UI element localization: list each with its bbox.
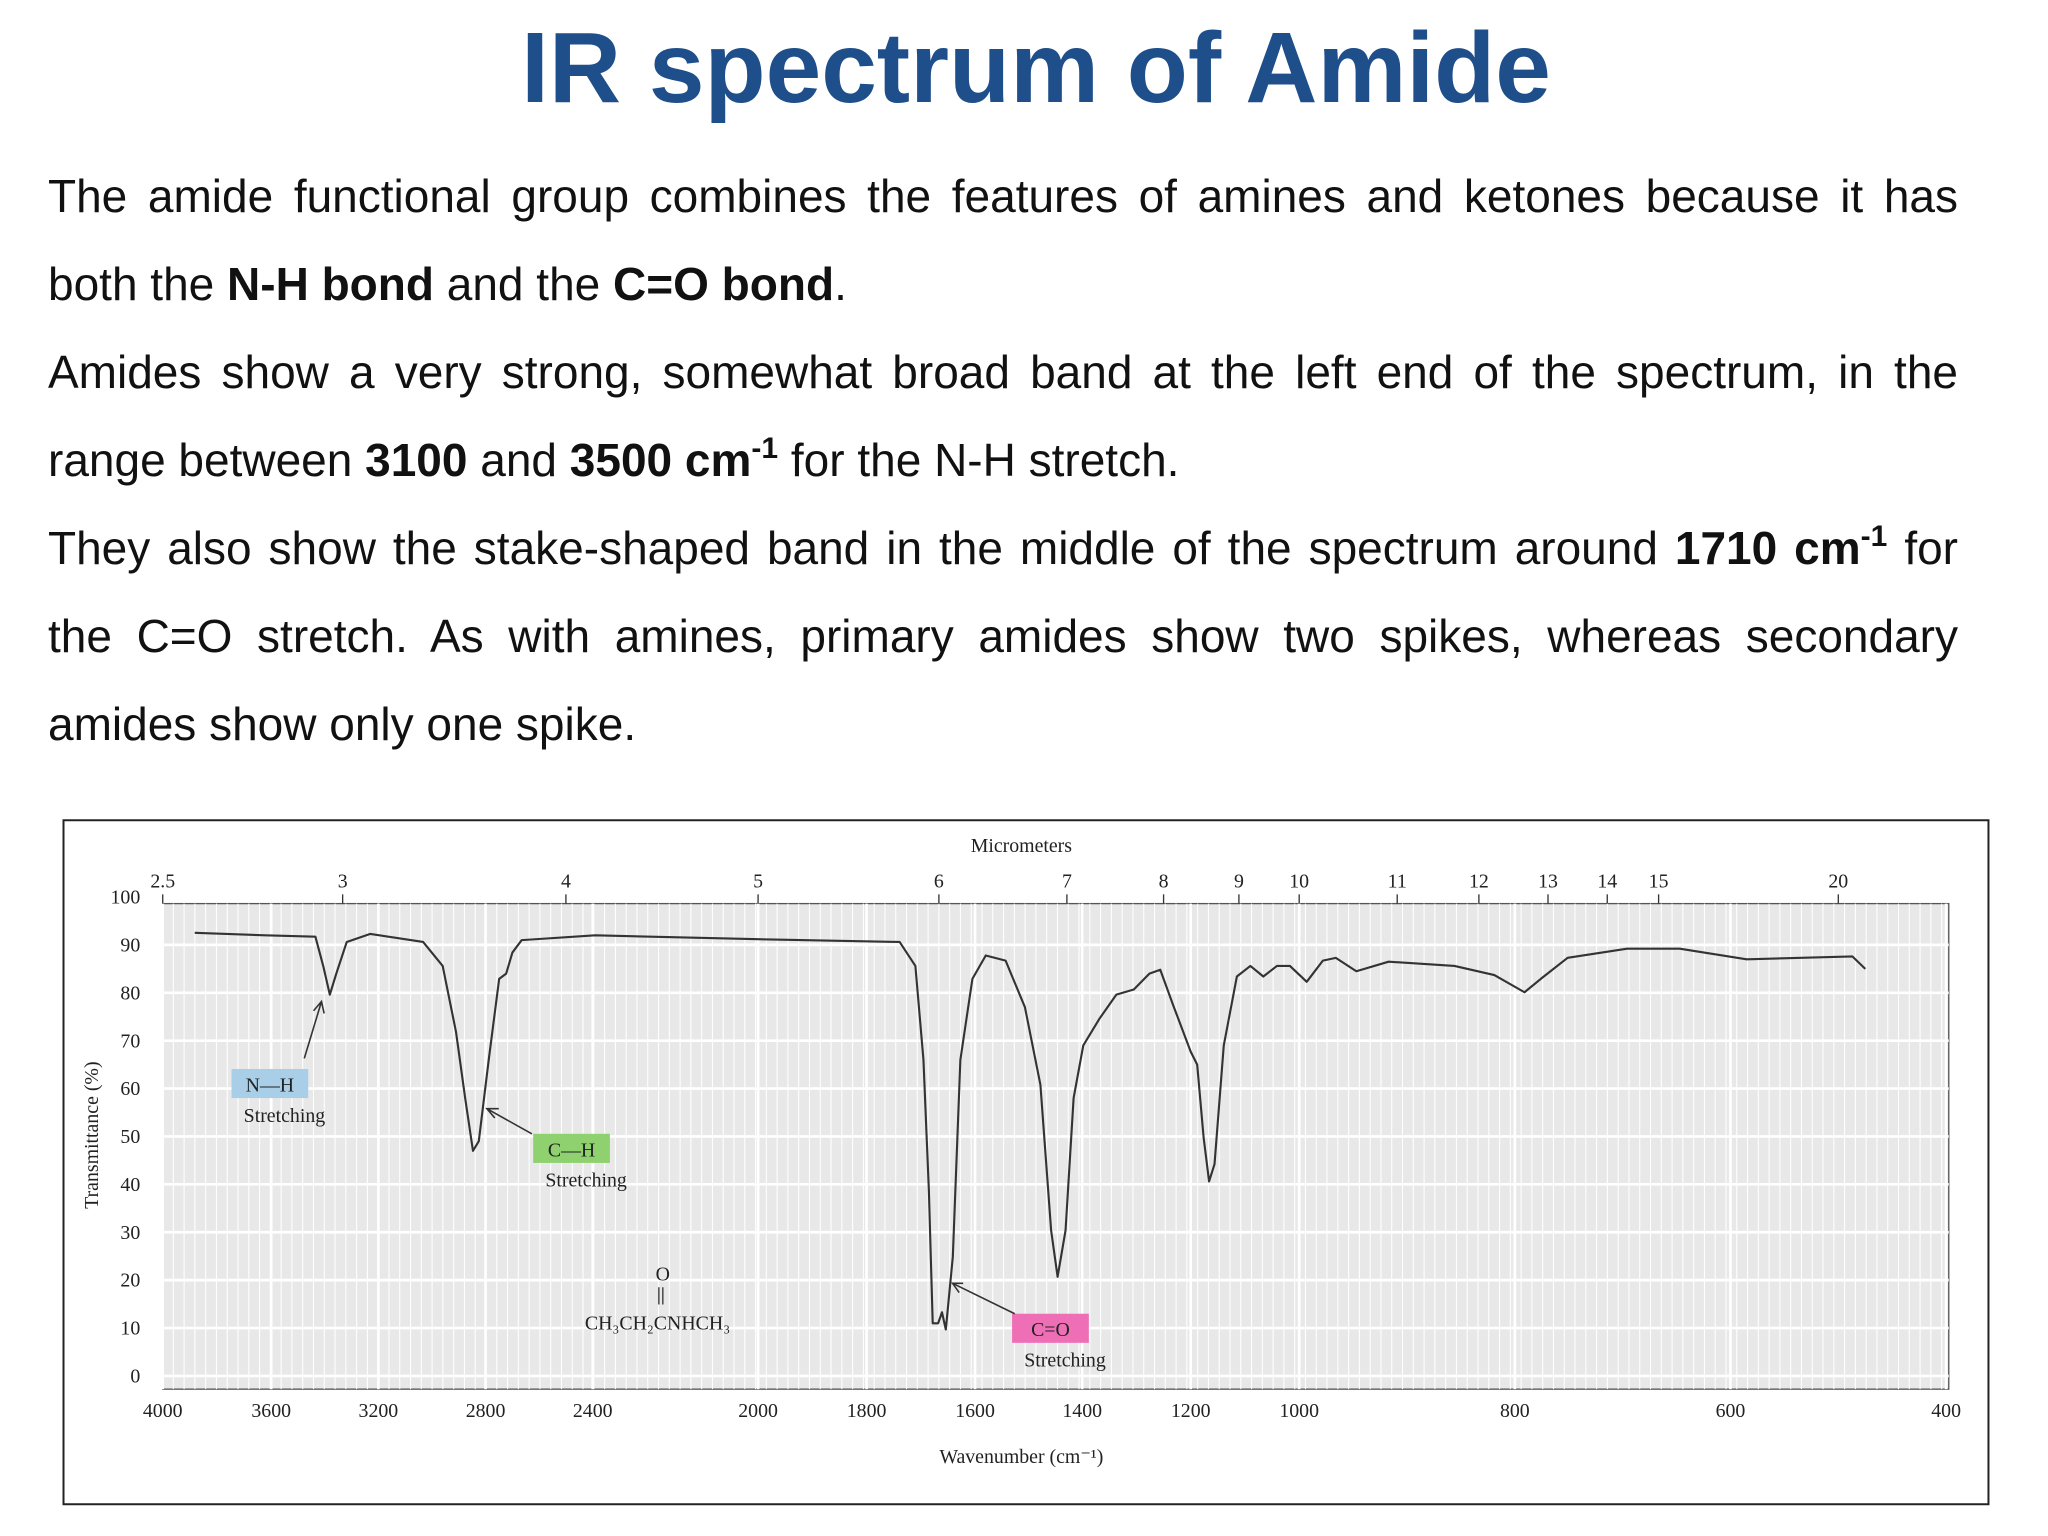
x2-tick-label: 13 [1538, 871, 1558, 893]
arrow [303, 999, 325, 1059]
x2-tick-label: 8 [1159, 871, 1169, 893]
y-tick-label: 60 [120, 1078, 140, 1100]
y-tick-label: 50 [120, 1126, 140, 1148]
text-run: 1710 cm [1674, 522, 1861, 574]
text-run: and the [433, 258, 614, 310]
paragraph: Amides show a very strong, somewhat broa… [48, 328, 1958, 504]
x2-tick-label: 15 [1649, 871, 1669, 893]
text-run: C=O bond [613, 258, 835, 310]
x2-tick-label: 4 [561, 871, 571, 893]
x-tick-label: 1200 [1171, 1400, 1211, 1422]
text-run: -1 [1860, 520, 1888, 553]
text-run: -1 [751, 432, 779, 465]
x2-tick-label: 6 [934, 871, 944, 893]
text-run: N-H bond [227, 258, 434, 310]
x-tick-label: 1800 [847, 1400, 887, 1422]
y-tick-label: 30 [120, 1222, 140, 1244]
x2-tick-label: 7 [1062, 871, 1072, 893]
x2-tick-label: 10 [1289, 871, 1309, 893]
y-tick-label: 80 [120, 982, 140, 1004]
x-tick-label: 1400 [1062, 1400, 1102, 1422]
title: IR spectrum of Amide [521, 12, 1551, 124]
structure-oxygen: O [656, 1264, 670, 1286]
annotation-label: C=O [1031, 1319, 1070, 1341]
x2-axis-title: Micrometers [971, 835, 1072, 857]
annotation-box [231, 1068, 309, 1099]
x-tick-label: 2000 [738, 1400, 778, 1422]
paragraph: They also show the stake-shaped band in … [48, 504, 1958, 768]
x2-tick-label: 3 [338, 871, 348, 893]
y-tick-label: 100 [110, 887, 140, 909]
x-axis-title: Wavenumber (cm⁻¹) [939, 1446, 1103, 1468]
x-tick-label: 3200 [359, 1400, 399, 1422]
structure-formula: CH₃CH₂CNHCH₃ [585, 1313, 730, 1335]
arrow [951, 1282, 1016, 1315]
text-run: They also show the stake-shaped band in … [48, 522, 1675, 574]
arrow [485, 1107, 533, 1135]
x-tick-label: 2400 [573, 1400, 613, 1422]
text-run: for the N-H stretch. [778, 434, 1180, 486]
x2-tick-label: 5 [753, 871, 763, 893]
text-run: 3500 cm [569, 434, 752, 486]
annotation-box [1012, 1313, 1089, 1343]
x-tick-label: 3600 [251, 1400, 291, 1422]
x-tick-label: 4000 [143, 1400, 183, 1422]
y-tick-label: 0 [130, 1366, 140, 1388]
text-run: and [467, 434, 570, 486]
annotation-text: Stretching [1024, 1350, 1106, 1372]
text-run: . [834, 258, 847, 310]
x2-tick-label: 2.5 [150, 871, 175, 893]
y-tick-label: 90 [120, 934, 140, 956]
plot-area [162, 902, 1950, 1390]
y-axis-title: Transmittance (%) [81, 1061, 103, 1208]
annotation-label: C—H [548, 1139, 595, 1161]
x2-tick-label: 9 [1234, 871, 1244, 893]
x-tick-label: 1000 [1279, 1400, 1319, 1422]
y-tick-label: 40 [120, 1174, 140, 1196]
text-run: 3100 [365, 434, 468, 486]
x2-tick-label: 11 [1388, 871, 1407, 893]
x2-tick-label: 14 [1597, 871, 1617, 893]
annotation-text: Stretching [545, 1170, 627, 1192]
x-tick-label: 800 [1500, 1400, 1530, 1422]
x-tick-label: 400 [1931, 1400, 1961, 1422]
x-tick-label: 1600 [955, 1400, 995, 1422]
text-run: for the C=O stretch. As with amines, pri… [48, 522, 1958, 750]
annotation-text: Stretching [244, 1105, 326, 1127]
y-tick-label: 20 [120, 1270, 140, 1292]
text-run: Amides show a very strong, somewhat broa… [48, 346, 1958, 486]
spectrum-line [194, 931, 1867, 1331]
x2-tick-label: 12 [1469, 871, 1489, 893]
x2-tick-label: 20 [1828, 871, 1848, 893]
y-tick-label: 10 [120, 1318, 140, 1340]
paragraph: The amide functional group combines the … [48, 152, 1958, 328]
x-tick-label: 2800 [466, 1400, 506, 1422]
annotation-label: N—H [246, 1074, 294, 1096]
x-tick-label: 600 [1716, 1400, 1746, 1422]
annotation-box [533, 1133, 610, 1163]
double-bond [658, 1287, 664, 1305]
y-tick-label: 70 [120, 1030, 140, 1052]
body-text: The amide functional group combines the … [48, 152, 1958, 768]
text-run: The amide functional group combines the … [48, 170, 1958, 310]
